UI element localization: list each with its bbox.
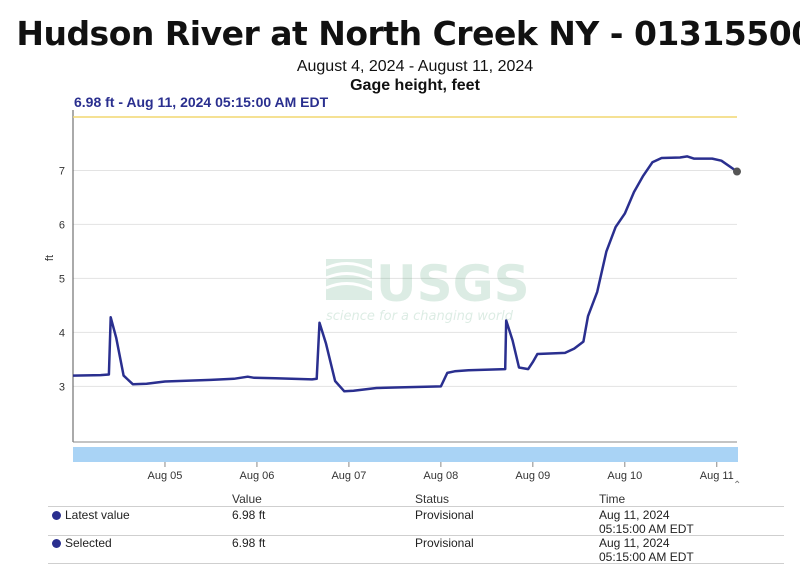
time-navigator-bar[interactable] xyxy=(73,447,738,462)
table-divider xyxy=(48,535,784,536)
row-time-clock: 05:15:00 AM EDT xyxy=(599,522,694,536)
table-header-value: Value xyxy=(232,492,262,506)
row-value: 6.98 ft xyxy=(232,508,266,522)
row-status: Provisional xyxy=(415,508,474,522)
chart-title: Hudson River at North Creek NY - 0131550… xyxy=(16,14,800,53)
table-header-status: Status xyxy=(415,492,450,506)
series-dot-icon xyxy=(52,539,61,548)
row-time-clock: 05:15:00 AM EDT xyxy=(599,550,694,564)
date-range-subtitle: August 4, 2024 - August 11, 2024 xyxy=(296,58,534,75)
table-divider xyxy=(48,563,784,564)
parameter-subtitle: Gage height, feet xyxy=(350,77,480,94)
x-tick-label: Aug 07 xyxy=(331,470,366,482)
x-tick-label: Aug 11 xyxy=(700,470,734,482)
y-tick-label: 4 xyxy=(59,327,65,339)
x-tick-label: Aug 09 xyxy=(515,470,550,482)
gage-height-series-line xyxy=(72,155,738,393)
latest-value-marker[interactable] xyxy=(733,167,741,176)
y-tick-labels: 3 4 5 6 7 xyxy=(59,165,65,393)
row-time-date: Aug 11, 2024 xyxy=(599,536,670,550)
table-divider xyxy=(48,506,784,507)
series-dot-icon xyxy=(52,511,61,520)
x-tick-labels: Aug 05 Aug 06 Aug 07 Aug 08 Aug 09 Aug 10 Aug … xyxy=(148,462,734,482)
row-status: Provisional xyxy=(415,536,474,550)
usgs-watermark: USGS science for a changing world xyxy=(325,255,530,324)
y-tick-label: 7 xyxy=(59,165,65,177)
x-tick-label: Aug 06 xyxy=(239,470,274,482)
watermark-tagline: science for a changing world xyxy=(326,309,514,324)
collapse-caret-icon[interactable]: ⌃ xyxy=(733,480,742,491)
row-label: Latest value xyxy=(65,508,130,522)
x-tick-label: Aug 10 xyxy=(607,470,642,482)
y-axis-label: ft xyxy=(44,255,56,261)
y-tick-label: 3 xyxy=(59,381,65,393)
table-header-time: Time xyxy=(599,492,626,506)
x-tick-label: Aug 08 xyxy=(423,470,458,482)
hover-tooltip: 6.98 ft - Aug 11, 2024 05:15:00 AM EDT xyxy=(74,94,329,110)
watermark-brand: USGS xyxy=(376,255,530,313)
row-label: Selected xyxy=(65,536,112,550)
x-tick-label: Aug 05 xyxy=(148,470,183,482)
y-tick-label: 5 xyxy=(59,273,65,285)
y-tick-label: 6 xyxy=(59,219,65,231)
row-time-date: Aug 11, 2024 xyxy=(599,508,670,522)
usgs-logo-icon xyxy=(325,259,373,300)
row-value: 6.98 ft xyxy=(232,536,266,550)
